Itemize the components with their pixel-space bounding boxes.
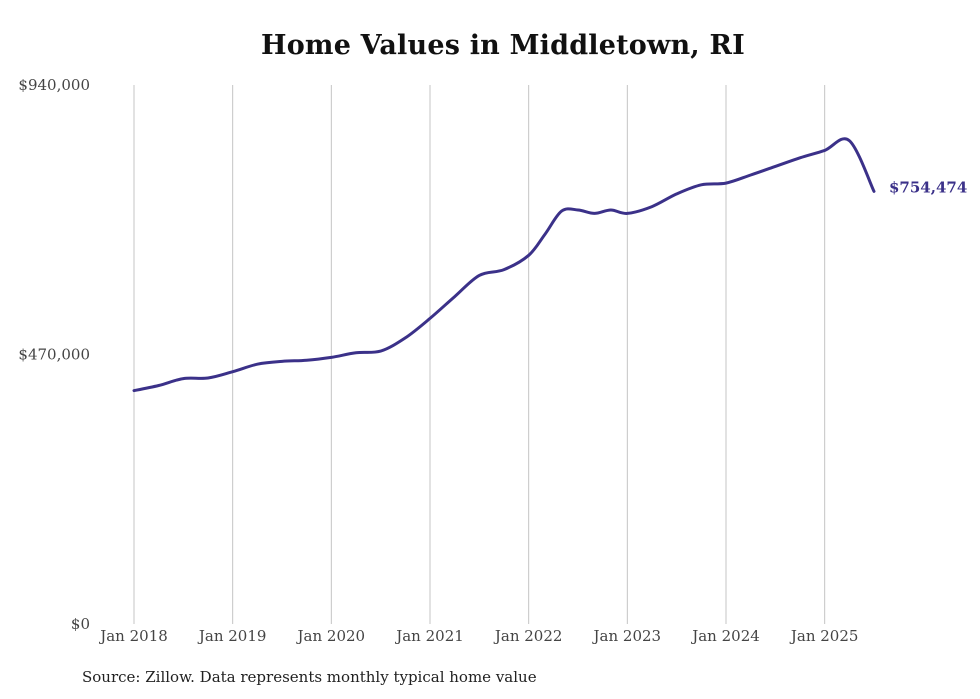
x-tick-label: Jan 2020 bbox=[296, 627, 366, 645]
y-tick-label: $0 bbox=[71, 615, 90, 633]
chart-title: Home Values in Middletown, RI bbox=[261, 30, 745, 61]
y-tick-label: $940,000 bbox=[18, 76, 90, 94]
y-tick-label: $470,000 bbox=[18, 346, 90, 364]
series-line bbox=[132, 137, 876, 393]
x-tick-label: Jan 2025 bbox=[789, 627, 859, 645]
end-value-label: $754,474 bbox=[889, 178, 967, 196]
x-tick-label: Jan 2019 bbox=[197, 627, 267, 645]
x-tick-label: Jan 2024 bbox=[690, 627, 760, 645]
x-tick-label: Jan 2018 bbox=[98, 627, 168, 645]
x-tick-label: Jan 2022 bbox=[493, 627, 563, 645]
y-axis: $0 $470,000 $940,000 bbox=[18, 76, 90, 633]
x-tick-label: Jan 2023 bbox=[592, 627, 662, 645]
series-layer bbox=[132, 137, 876, 393]
x-tick-label: Jan 2021 bbox=[394, 627, 464, 645]
grid-layer bbox=[133, 85, 826, 624]
source-note: Source: Zillow. Data represents monthly … bbox=[82, 668, 537, 686]
x-axis: Jan 2018 Jan 2019 Jan 2020 Jan 2021 Jan 2022… bbox=[98, 627, 858, 645]
